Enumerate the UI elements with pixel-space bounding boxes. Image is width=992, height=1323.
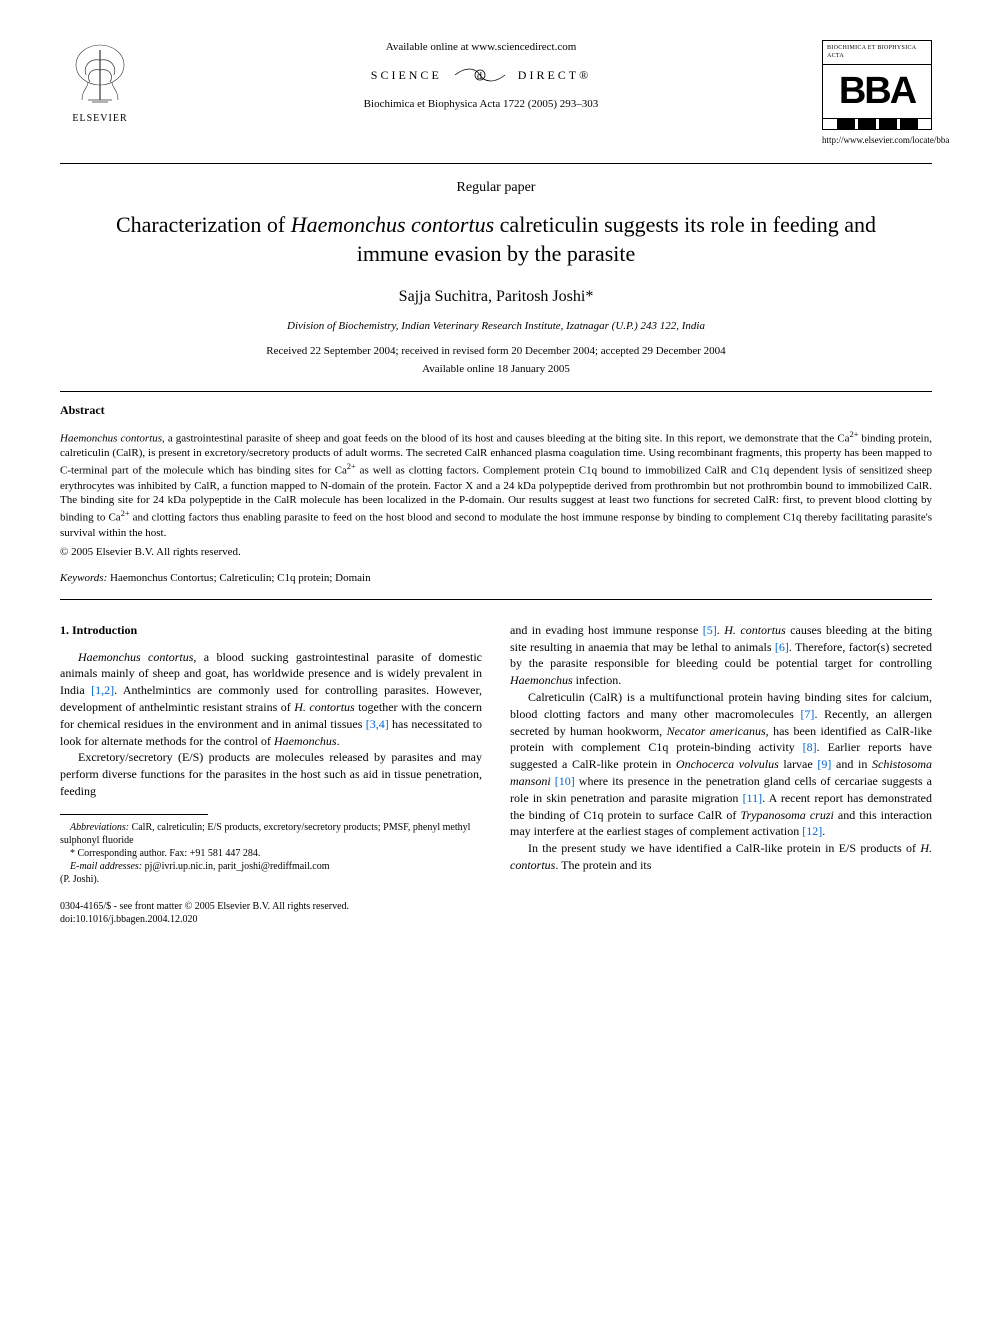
abbrev-label: Abbreviations: xyxy=(70,822,129,833)
sd-swirl-icon: d xyxy=(450,65,510,85)
intro-paragraph-2: Excretory/secretory (E/S) products are m… xyxy=(60,749,482,799)
keywords-label: Keywords: xyxy=(60,572,107,584)
elsevier-label: ELSEVIER xyxy=(72,112,127,126)
bba-square-icon xyxy=(900,119,918,129)
bba-fullname: BIOCHIMICA ET BIOPHYSICA ACTA xyxy=(823,41,931,65)
received-dates: Received 22 September 2004; received in … xyxy=(60,344,932,359)
abstract-heading: Abstract xyxy=(60,402,932,419)
citation-link[interactable]: [3,4] xyxy=(366,717,389,731)
left-column: 1. Introduction Haemonchus contortus, a … xyxy=(60,622,482,926)
citation-link[interactable]: [8] xyxy=(803,740,817,754)
svg-text:d: d xyxy=(477,71,482,82)
available-online-date: Available online 18 January 2005 xyxy=(60,362,932,377)
authors: Sajja Suchitra, Paritosh Joshi* xyxy=(60,286,932,308)
citation-link[interactable]: [10] xyxy=(555,774,575,788)
doi-block: 0304-4165/$ - see front matter © 2005 El… xyxy=(60,900,482,926)
sciencedirect-logo: SCIENCE d DIRECT® xyxy=(160,65,802,85)
header-center: Available online at www.sciencedirect.co… xyxy=(140,40,822,113)
bba-square-icon xyxy=(879,119,897,129)
doi-line: doi:10.1016/j.bbagen.2004.12.020 xyxy=(60,913,482,926)
intro-paragraph-4: Calreticulin (CalR) is a multifunctional… xyxy=(510,689,932,840)
citation-link[interactable]: [12] xyxy=(802,824,822,838)
bba-square-icon xyxy=(858,119,876,129)
intro-paragraph-3: and in evading host immune response [5].… xyxy=(510,622,932,689)
right-column: and in evading host immune response [5].… xyxy=(510,622,932,926)
sd-left-text: SCIENCE xyxy=(371,67,442,84)
abbreviations-footnote: Abbreviations: CalR, calreticulin; E/S p… xyxy=(60,821,482,847)
citation-link[interactable]: [7] xyxy=(800,707,814,721)
keywords-text: Haemonchus Contortus; Calreticulin; C1q … xyxy=(107,572,370,584)
bba-abbrev: BBA xyxy=(823,65,931,118)
body-columns: 1. Introduction Haemonchus contortus, a … xyxy=(60,622,932,926)
journal-citation: Biochimica et Biophysica Acta 1722 (2005… xyxy=(160,97,802,112)
citation-link[interactable]: [9] xyxy=(817,757,831,771)
page-header: ELSEVIER Available online at www.science… xyxy=(60,40,932,147)
keywords: Keywords: Haemonchus Contortus; Calretic… xyxy=(60,571,932,586)
sd-right-text: DIRECT® xyxy=(518,67,591,84)
bba-squares-row xyxy=(823,118,931,129)
elsevier-tree-icon xyxy=(68,40,132,110)
section-heading-intro: 1. Introduction xyxy=(60,622,482,639)
paper-type: Regular paper xyxy=(60,178,932,198)
bba-box: BIOCHIMICA ET BIOPHYSICA ACTA BBA xyxy=(822,40,932,130)
divider xyxy=(60,599,932,600)
bba-logo-block: BIOCHIMICA ET BIOPHYSICA ACTA BBA http:/… xyxy=(822,40,932,147)
email-footnote: E-mail addresses: pj@ivri.up.nic.in, par… xyxy=(60,860,482,873)
email-text: pj@ivri.up.nic.in, parit_joshi@rediffmai… xyxy=(142,861,329,872)
citation-link[interactable]: [5] xyxy=(703,623,717,637)
email-label: E-mail addresses: xyxy=(70,861,142,872)
journal-url: http://www.elsevier.com/locate/bba xyxy=(822,134,932,147)
copyright: © 2005 Elsevier B.V. All rights reserved… xyxy=(60,545,932,560)
bba-square-icon xyxy=(837,119,855,129)
corresponding-author: * Corresponding author. Fax: +91 581 447… xyxy=(60,847,482,860)
citation-link[interactable]: [1,2] xyxy=(91,683,114,697)
citation-link[interactable]: [6] xyxy=(775,640,789,654)
abstract-body: Haemonchus contortus, a gastrointestinal… xyxy=(60,429,932,560)
available-online-text: Available online at www.sciencedirect.co… xyxy=(160,40,802,55)
elsevier-logo: ELSEVIER xyxy=(60,40,140,126)
footnote-block: Abbreviations: CalR, calreticulin; E/S p… xyxy=(60,821,482,886)
issn-line: 0304-4165/$ - see front matter © 2005 El… xyxy=(60,900,482,913)
divider xyxy=(60,391,932,392)
citation-link[interactable]: [11] xyxy=(743,791,763,805)
divider xyxy=(60,163,932,164)
email-author: (P. Joshi). xyxy=(60,873,482,886)
intro-paragraph-1: Haemonchus contortus, a blood sucking ga… xyxy=(60,649,482,750)
abstract-text: Haemonchus contortus, a gastrointestinal… xyxy=(60,429,932,541)
affiliation: Division of Biochemistry, Indian Veterin… xyxy=(60,319,932,334)
intro-paragraph-5: In the present study we have identified … xyxy=(510,840,932,874)
paper-title: Characterization of Haemonchus contortus… xyxy=(60,211,932,268)
footnote-divider xyxy=(60,814,208,815)
